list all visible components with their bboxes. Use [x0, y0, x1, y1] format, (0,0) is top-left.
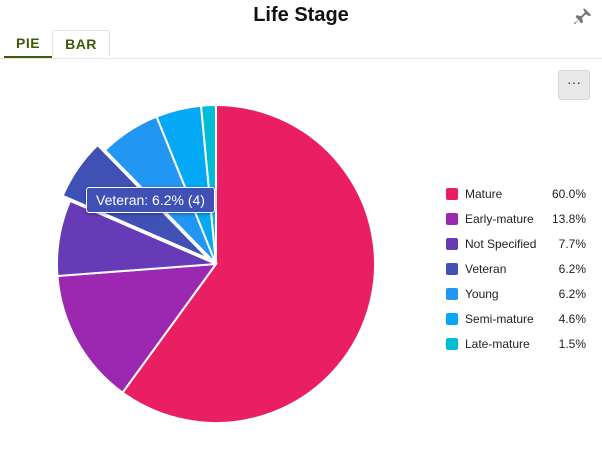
legend-percent: 13.8%: [551, 211, 586, 226]
pin-icon[interactable]: [572, 6, 594, 28]
legend-swatch: [446, 312, 458, 325]
legend-label: Mature: [465, 186, 503, 201]
legend-label: Semi-mature: [465, 311, 534, 326]
legend-percent: 7.7%: [558, 236, 586, 251]
legend-label: Late-mature: [465, 336, 530, 351]
legend-percent: 1.5%: [558, 336, 586, 351]
legend-item[interactable]: Mature 60.0%: [446, 181, 586, 206]
chart-tabs: PIE BAR: [4, 30, 110, 59]
tab-bar[interactable]: BAR: [52, 30, 110, 57]
chart-title: Life Stage: [253, 4, 349, 26]
pie-slice-late-mature[interactable]: [199, 103, 217, 265]
legend-swatch: [446, 337, 458, 350]
legend-swatch: [446, 212, 458, 225]
legend-label: Not Specified: [465, 236, 537, 251]
legend-percent: 6.2%: [558, 261, 586, 276]
pie-slice-not-specified[interactable]: [56, 199, 217, 278]
legend-label: Young: [465, 286, 499, 301]
legend-label: Early-mature: [465, 211, 534, 226]
legend-item[interactable]: Semi-mature 4.6%: [446, 306, 586, 331]
legend-swatch: [446, 262, 458, 275]
legend-item[interactable]: Early-mature 13.8%: [446, 206, 586, 231]
pie-slice-early-mature[interactable]: [56, 262, 219, 395]
legend-percent: 4.6%: [558, 311, 586, 326]
legend-swatch: [446, 237, 458, 250]
tab-divider: [0, 58, 602, 59]
legend-item[interactable]: Not Specified 7.7%: [446, 231, 586, 256]
legend-swatch: [446, 287, 458, 300]
legend-swatch: [446, 187, 458, 200]
legend-item[interactable]: Veteran 6.2%: [446, 256, 586, 281]
legend-percent: 60.0%: [551, 186, 586, 201]
legend-label: Veteran: [465, 261, 507, 276]
slice-tooltip: Veteran: 6.2% (4): [86, 187, 215, 213]
more-options-button[interactable]: ···: [558, 70, 590, 100]
pie-slice-mature[interactable]: [121, 103, 376, 424]
tab-pie[interactable]: PIE: [4, 30, 53, 59]
chart-legend: Mature 60.0% Early-mature 13.8% Not Spec…: [446, 181, 586, 356]
legend-item[interactable]: Late-mature 1.5%: [446, 331, 586, 356]
legend-percent: 6.2%: [558, 286, 586, 301]
legend-item[interactable]: Young 6.2%: [446, 281, 586, 306]
